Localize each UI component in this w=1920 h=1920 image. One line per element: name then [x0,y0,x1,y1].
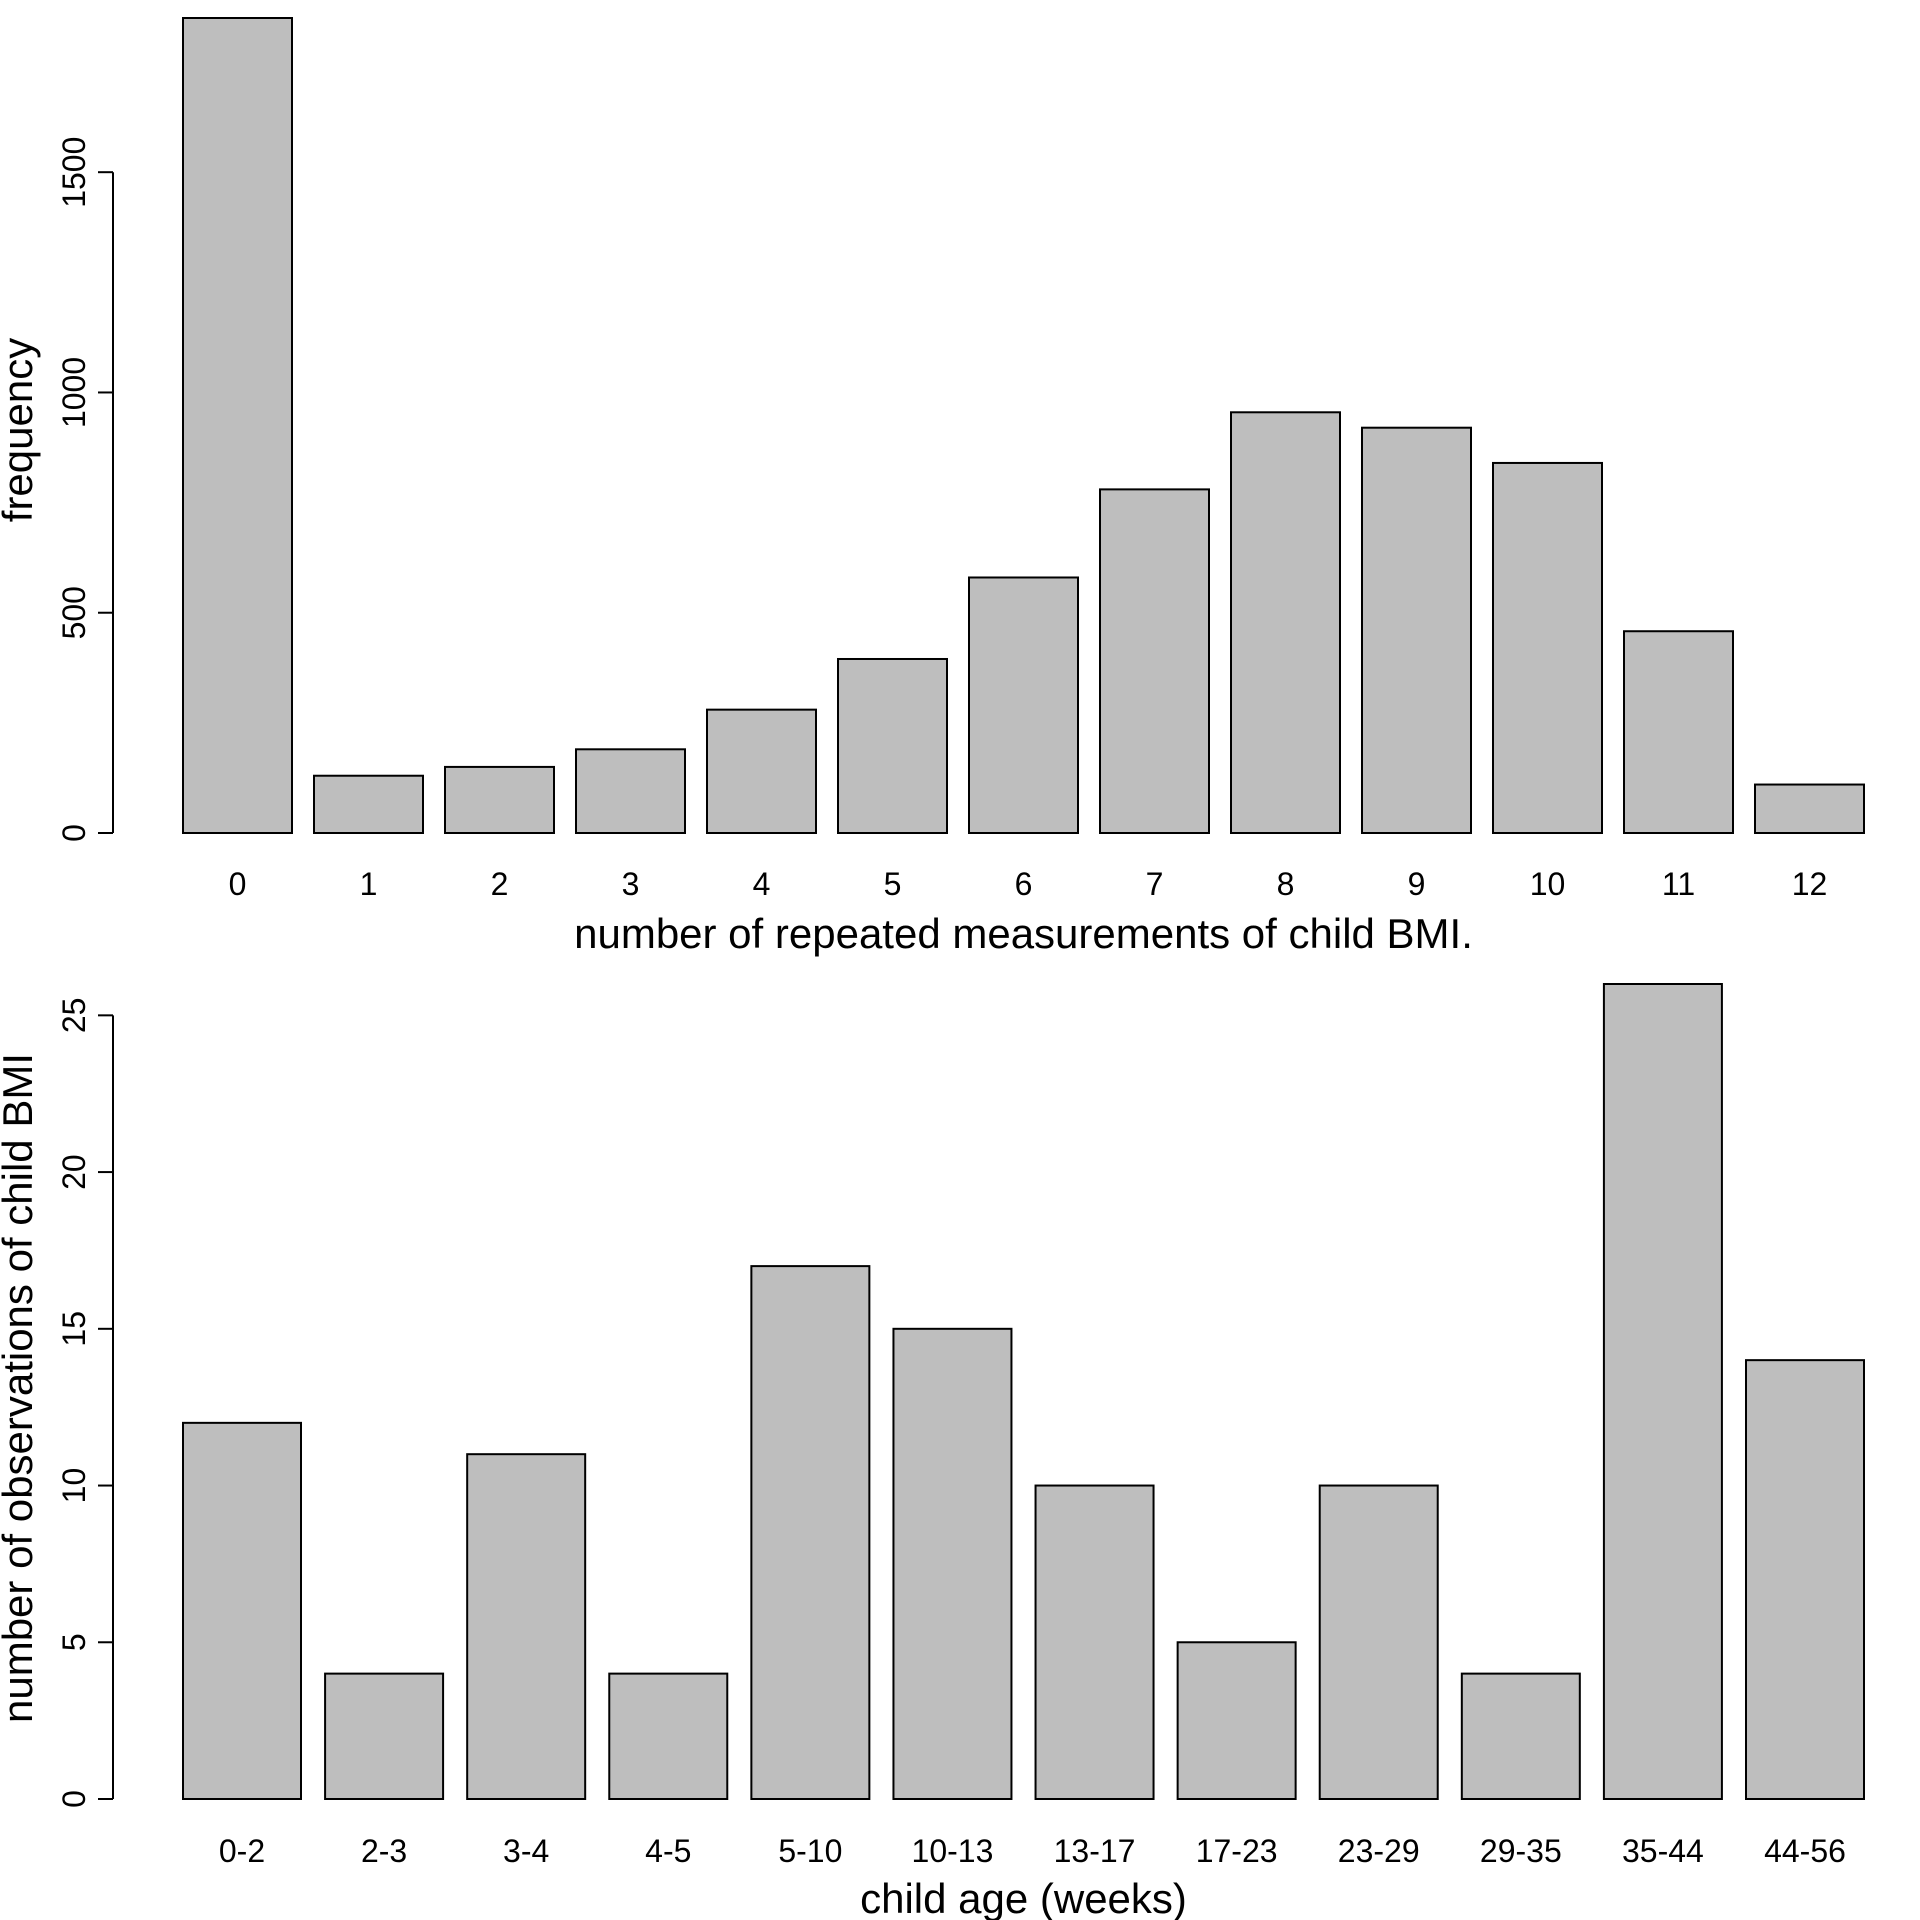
bar [968,576,1079,835]
x-category-label: 23-29 [1338,1833,1420,1869]
bar [1460,1672,1581,1800]
x-category-label: 5 [884,866,902,902]
y-tick-label: 20 [56,1154,92,1190]
bar [1745,1359,1865,1800]
x-category-label: 13-17 [1054,1833,1136,1869]
y-tick-label: 0 [56,1790,92,1808]
bar [1602,983,1723,1800]
x-category-label: 10 [1530,866,1566,902]
x-category-label: 17-23 [1196,1833,1278,1869]
x-category-label: 29-35 [1480,1833,1562,1869]
bar [1754,783,1865,834]
x-category-label: 3 [622,866,640,902]
x-category-label: 3-4 [503,1833,549,1869]
x-category-label: 0 [229,866,247,902]
y-axis-title: frequency [0,338,41,522]
bar [313,774,424,835]
x-category-label: 11 [1662,866,1695,902]
bar [706,708,817,834]
x-category-label: 2 [491,866,509,902]
x-category-label: 8 [1277,866,1295,902]
bar [575,748,686,835]
bar [1099,488,1210,834]
bar [324,1672,445,1800]
y-tick-label: 5 [56,1633,92,1651]
x-category-label: 10-13 [912,1833,994,1869]
bar [1176,1641,1297,1801]
y-tick-label: 0 [56,824,92,842]
y-tick-label: 1500 [56,137,92,208]
x-category-label: 7 [1146,866,1164,902]
x-category-label: 2-3 [361,1833,407,1869]
x-category-label: 4 [753,866,771,902]
y-axis-title: number of observations of child BMI [0,1053,41,1723]
bar [1361,426,1472,834]
x-category-label: 1 [360,866,378,902]
x-category-label: 44-56 [1764,1833,1846,1869]
y-tick-label: 15 [56,1311,92,1347]
x-category-label: 5-10 [778,1833,842,1869]
x-axis-title: number of repeated measurements of child… [574,910,1473,957]
y-tick-label: 10 [56,1468,92,1504]
bar [444,765,555,835]
bar [892,1327,1013,1801]
bar [1318,1484,1439,1800]
x-category-label: 12 [1792,866,1828,902]
x-category-label: 0-2 [219,1833,265,1869]
x-category-label: 35-44 [1622,1833,1704,1869]
x-category-label: 4-5 [645,1833,691,1869]
bar [182,1421,302,1801]
bar [466,1453,587,1800]
age-observations-bar-chart: 0 5 10 15 20 25 0-2 2-3 3-4 4-5 5-10 10-13 13-17 17-2… [0,983,1865,1920]
bar [1492,461,1603,834]
bar [1230,411,1341,834]
x-axis-title: child age (weeks) [860,1875,1187,1920]
x-category-label: 6 [1015,866,1033,902]
y-tick-label: 25 [56,998,92,1034]
bar [182,17,293,834]
bar [608,1672,729,1800]
y-tick-label: 1000 [56,357,92,428]
bar [837,657,948,835]
bar [750,1265,871,1800]
bar [1623,630,1734,834]
y-tick-label: 500 [56,586,92,639]
x-category-label: 9 [1408,866,1426,902]
bar [1034,1484,1155,1800]
